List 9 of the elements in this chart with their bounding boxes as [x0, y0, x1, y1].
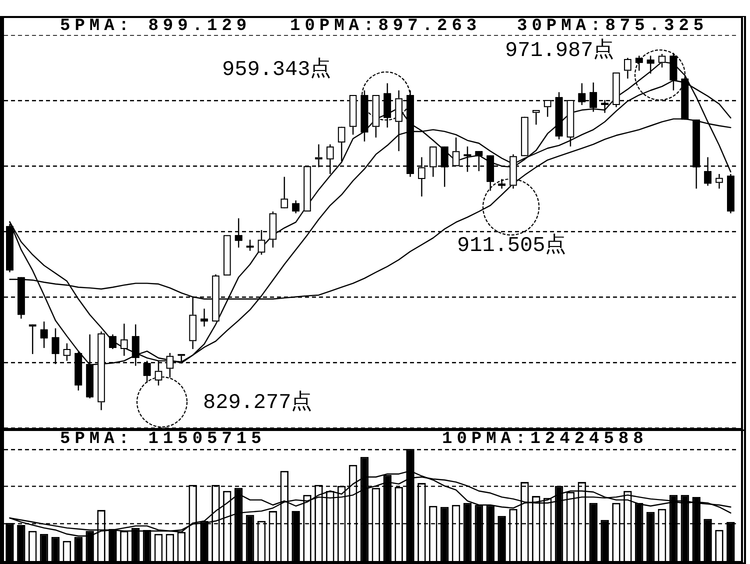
annotation: 971.987点: [505, 40, 614, 63]
text: 30PMA:875.325: [517, 17, 708, 36]
annotation: 5PMA: 11505715: [60, 430, 266, 449]
annotation: 10PMA:12424588: [442, 430, 648, 449]
annotation: 911.505点: [457, 235, 566, 258]
text: 10PMA:897.263: [290, 17, 482, 36]
text: 5PMA: 899.129: [60, 17, 252, 36]
annotation: 829.277点: [203, 392, 312, 415]
annotation: 959.343点: [222, 59, 332, 82]
